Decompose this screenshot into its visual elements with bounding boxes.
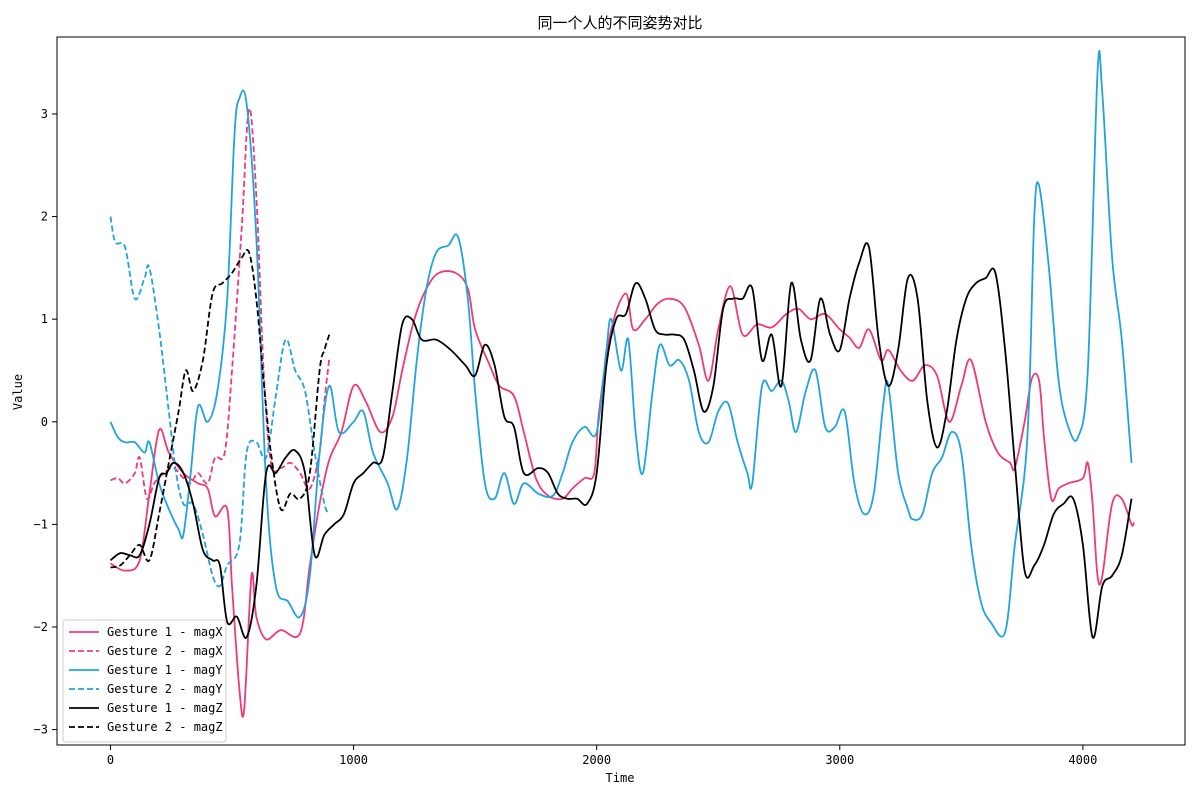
- x-axis-ticks: 0 1000 2000 3000 4000: [107, 745, 1097, 767]
- legend-label-5: Gesture 2 - magZ: [107, 720, 223, 734]
- x-tick-label-3: 3000: [825, 753, 854, 767]
- y-tick-label-5: 2: [41, 210, 48, 224]
- legend-label-4: Gesture 1 - magZ: [107, 701, 223, 715]
- series-line-4: [109, 242, 1133, 639]
- x-tick-label-4: 4000: [1068, 753, 1097, 767]
- series-line-5: [110, 249, 331, 569]
- legend-label-2: Gesture 1 - magY: [107, 663, 223, 677]
- y-tick-label-2: −1: [34, 517, 48, 531]
- legend-label-1: Gesture 2 - magX: [107, 644, 223, 658]
- chart-title: 同一个人的不同姿势对比: [537, 14, 702, 32]
- series-line-3: [109, 216, 331, 588]
- plot-frame: [56, 36, 1186, 746]
- y-tick-label-6: 3: [41, 107, 48, 121]
- y-tick-label-1: −2: [34, 620, 48, 634]
- x-tick-label-2: 2000: [582, 753, 611, 767]
- plot-series-group: [109, 50, 1135, 718]
- y-tick-label-3: 0: [41, 415, 48, 429]
- y-tick-label-4: 1: [41, 312, 48, 326]
- x-axis-label: Time: [606, 771, 635, 785]
- legend-box: [62, 619, 227, 743]
- x-tick-label-0: 0: [107, 753, 114, 767]
- legend: Gesture 1 - magX Gesture 2 - magX Gesture …: [62, 619, 227, 743]
- y-axis-ticks: −3 −2 −1 0 1 2 3: [34, 107, 57, 737]
- y-axis-label: Value: [11, 374, 25, 410]
- series-line-2: [109, 50, 1133, 638]
- x-tick-label-1: 1000: [339, 753, 368, 767]
- y-tick-label-0: −3: [34, 723, 48, 737]
- legend-label-3: Gesture 2 - magY: [107, 682, 223, 696]
- legend-label-0: Gesture 1 - magX: [107, 625, 223, 639]
- series-line-1: [110, 107, 331, 501]
